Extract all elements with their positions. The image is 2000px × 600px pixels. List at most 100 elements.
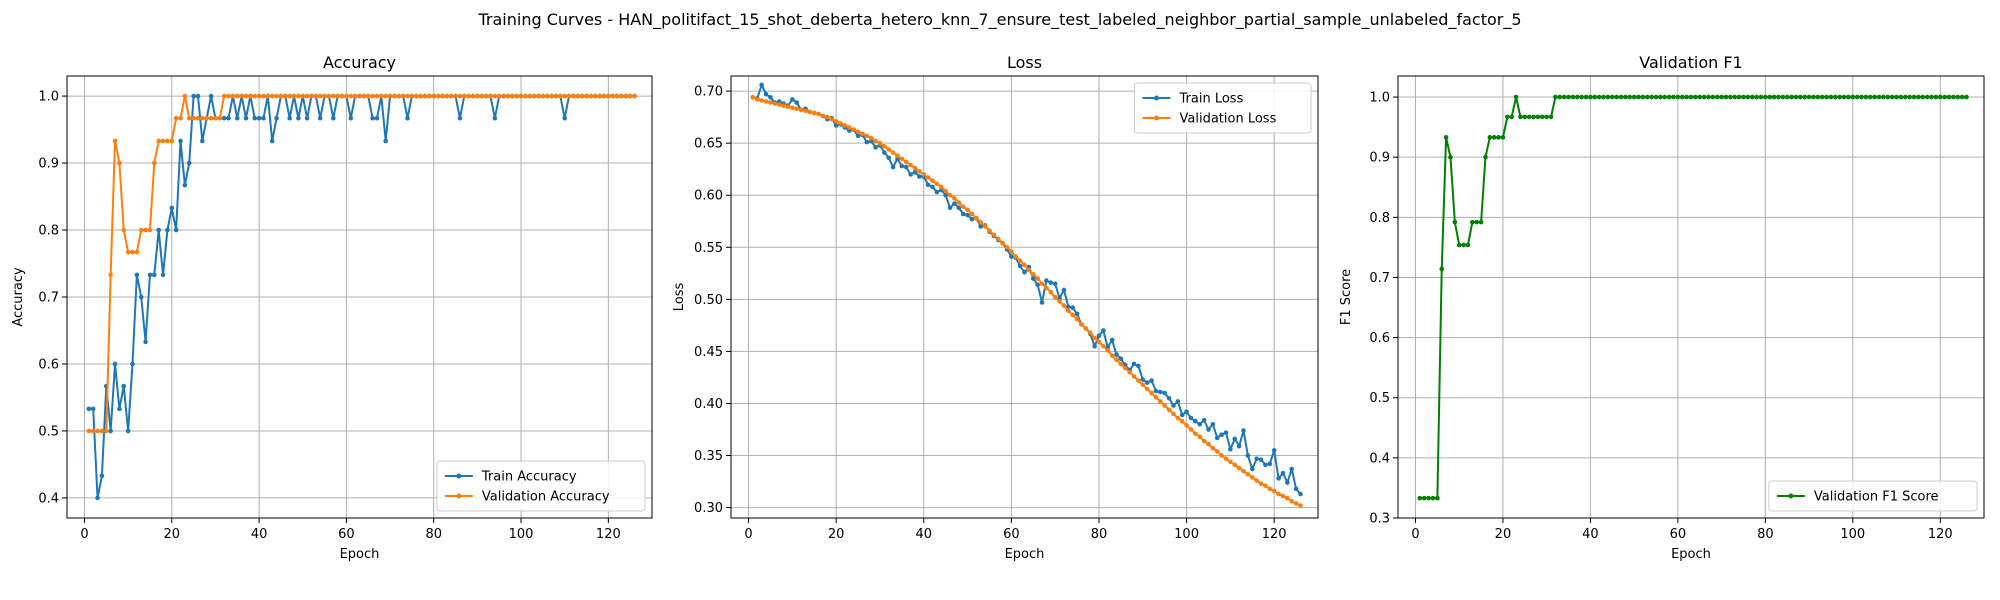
data-point <box>1736 94 1742 100</box>
data-point <box>768 95 773 100</box>
data-point <box>575 93 581 99</box>
data-point <box>1933 94 1939 100</box>
data-point <box>138 294 144 300</box>
data-point <box>1535 114 1541 120</box>
data-point <box>540 93 546 99</box>
data-point <box>448 93 454 99</box>
data-point <box>1144 386 1150 392</box>
y-tick-label: 0.60 <box>694 189 723 204</box>
data-point <box>479 93 485 99</box>
legend-box <box>436 460 646 512</box>
y-axis-label: Loss <box>672 283 687 312</box>
data-point <box>1074 316 1080 322</box>
data-point <box>1214 435 1220 441</box>
data-point <box>899 163 905 169</box>
data-point <box>1289 466 1295 472</box>
data-point <box>544 93 550 99</box>
data-point <box>1526 114 1532 120</box>
legend-marker <box>1154 95 1159 101</box>
data-point <box>1509 114 1514 120</box>
data-point <box>1426 495 1431 501</box>
data-point <box>1066 304 1071 309</box>
data-point <box>579 93 585 99</box>
data-point <box>117 160 122 166</box>
data-point <box>173 227 179 233</box>
data-point <box>1868 94 1873 100</box>
data-point <box>610 93 616 99</box>
data-point <box>877 140 883 146</box>
data-point <box>890 150 896 155</box>
data-point <box>112 138 118 144</box>
data-point <box>1522 114 1528 120</box>
data-point <box>125 428 131 434</box>
data-point <box>217 115 223 121</box>
data-point <box>287 115 292 121</box>
data-point <box>418 93 423 99</box>
data-point <box>925 182 931 188</box>
data-point <box>1828 94 1834 100</box>
data-point <box>1518 114 1523 120</box>
data-point <box>86 428 92 434</box>
data-point <box>1245 471 1251 477</box>
data-point <box>147 272 153 278</box>
data-point <box>1280 493 1286 499</box>
data-point <box>396 93 402 99</box>
data-point <box>1140 377 1146 382</box>
data-point <box>597 93 602 99</box>
data-point <box>1096 333 1102 339</box>
data-point <box>873 138 878 144</box>
data-point <box>1298 491 1303 497</box>
data-point <box>969 216 975 222</box>
data-point <box>1644 94 1650 100</box>
data-point <box>952 196 957 201</box>
data-point <box>1035 282 1040 288</box>
data-point <box>370 115 375 121</box>
y-tick-label: 0.5 <box>1369 391 1390 406</box>
data-point <box>794 100 800 105</box>
data-point <box>1122 365 1128 371</box>
data-point <box>234 93 240 99</box>
axes-frame <box>1397 75 1985 519</box>
data-point <box>925 175 931 180</box>
data-point <box>991 232 997 238</box>
data-point <box>562 93 567 99</box>
data-point <box>392 93 397 99</box>
data-point <box>1815 94 1821 100</box>
data-point <box>1193 418 1198 424</box>
data-point <box>226 93 231 99</box>
data-point <box>1105 348 1111 353</box>
data-point <box>278 93 284 99</box>
data-point <box>1009 249 1014 254</box>
data-point <box>1236 465 1242 471</box>
data-point <box>466 93 471 99</box>
data-point <box>978 224 983 229</box>
data-point <box>1035 276 1040 281</box>
x-tick-label: 60 <box>338 527 355 542</box>
data-point <box>1841 94 1847 100</box>
data-point <box>1245 453 1251 458</box>
data-point <box>496 93 502 99</box>
data-point <box>1487 135 1493 140</box>
data-point <box>882 150 887 155</box>
data-point <box>274 115 279 121</box>
data-point <box>1754 94 1759 100</box>
data-point <box>1206 427 1211 432</box>
data-point <box>374 115 380 121</box>
data-point <box>1854 94 1860 100</box>
data-point <box>326 93 332 99</box>
data-point <box>256 115 262 121</box>
data-point <box>1289 499 1295 504</box>
data-point <box>794 106 800 112</box>
data-point <box>1513 94 1519 100</box>
data-point <box>243 115 249 121</box>
y-tick-label: 0.5 <box>38 424 59 439</box>
data-point <box>763 91 769 97</box>
data-point <box>1885 94 1891 100</box>
data-point <box>1131 374 1137 379</box>
data-point <box>1079 322 1084 327</box>
data-point <box>1017 258 1023 264</box>
data-point <box>1101 343 1106 349</box>
data-point <box>895 153 900 158</box>
data-point <box>488 93 493 99</box>
data-point <box>956 205 962 211</box>
